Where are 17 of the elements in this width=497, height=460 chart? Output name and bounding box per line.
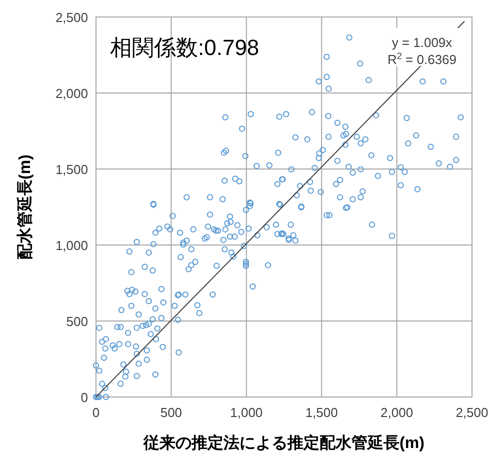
- y-tick-label: 500: [66, 314, 88, 329]
- y-tick-label: 2,500: [55, 10, 88, 25]
- y-tick-label: 0: [80, 390, 88, 405]
- annotation: y = 1.009x: [392, 35, 453, 50]
- y-tick-label: 1,000: [55, 238, 88, 253]
- x-tick-label: 500: [160, 405, 182, 420]
- x-tick-label: 2,500: [456, 405, 488, 420]
- y-tick-label: 1,500: [55, 162, 88, 177]
- annotation: 相関係数:0.798: [110, 35, 260, 60]
- y-axis-title: 配水管延長(m): [16, 154, 34, 260]
- x-tick-label: 2,000: [380, 405, 414, 420]
- x-tick-label: 1,000: [230, 405, 263, 420]
- x-axis-title: 従来の推定法による推定配水管延長(m): [142, 434, 424, 452]
- annotation: R$^{2}$ = 0.6369: [387, 51, 457, 67]
- x-tick-label: 0: [92, 405, 100, 420]
- y-tick-label: 2,000: [55, 86, 88, 101]
- x-tick-label: 1,500: [305, 405, 338, 420]
